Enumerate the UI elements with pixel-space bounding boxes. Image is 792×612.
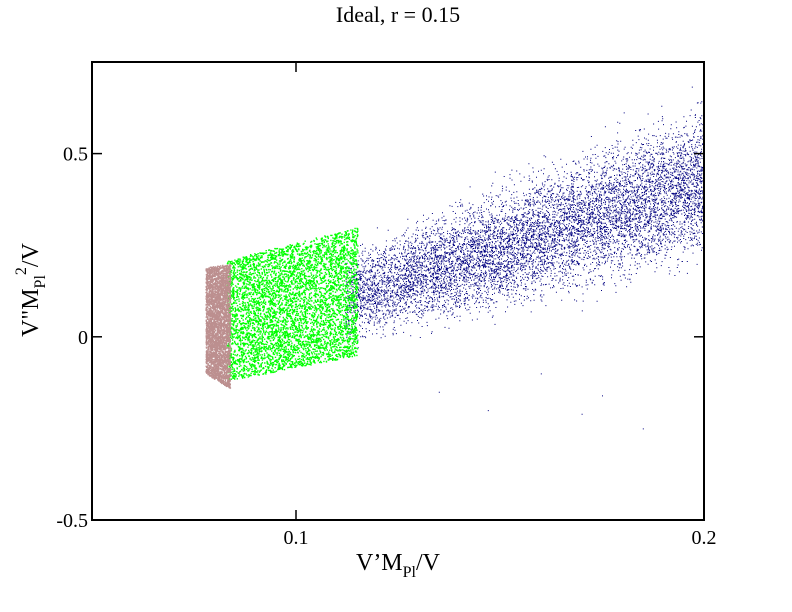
series-3-markers — [205, 263, 232, 389]
x-tick-label: 0.1 — [284, 527, 309, 549]
series-2-markers — [226, 227, 359, 381]
y-tick-label: 0 — [78, 327, 88, 349]
plot-frame — [91, 61, 705, 521]
x-axis-label: V’MPl/V — [356, 550, 441, 581]
y-axis-label: V"MPl2/V — [13, 242, 49, 336]
y-tick-label: -0.5 — [56, 510, 88, 532]
x-tick-label: 0.2 — [692, 527, 717, 549]
series-2-points — [226, 227, 359, 381]
axis-ticks: 0.1 0.2 -0.5 0 0.5 — [56, 62, 717, 549]
series-1-markers — [345, 86, 705, 430]
y-tick-label: 0.5 — [63, 144, 88, 166]
series-1-points — [345, 86, 705, 430]
data-points — [205, 86, 705, 430]
series-3-points — [205, 263, 232, 389]
chart-title: Ideal, r = 0.15 — [336, 2, 460, 27]
